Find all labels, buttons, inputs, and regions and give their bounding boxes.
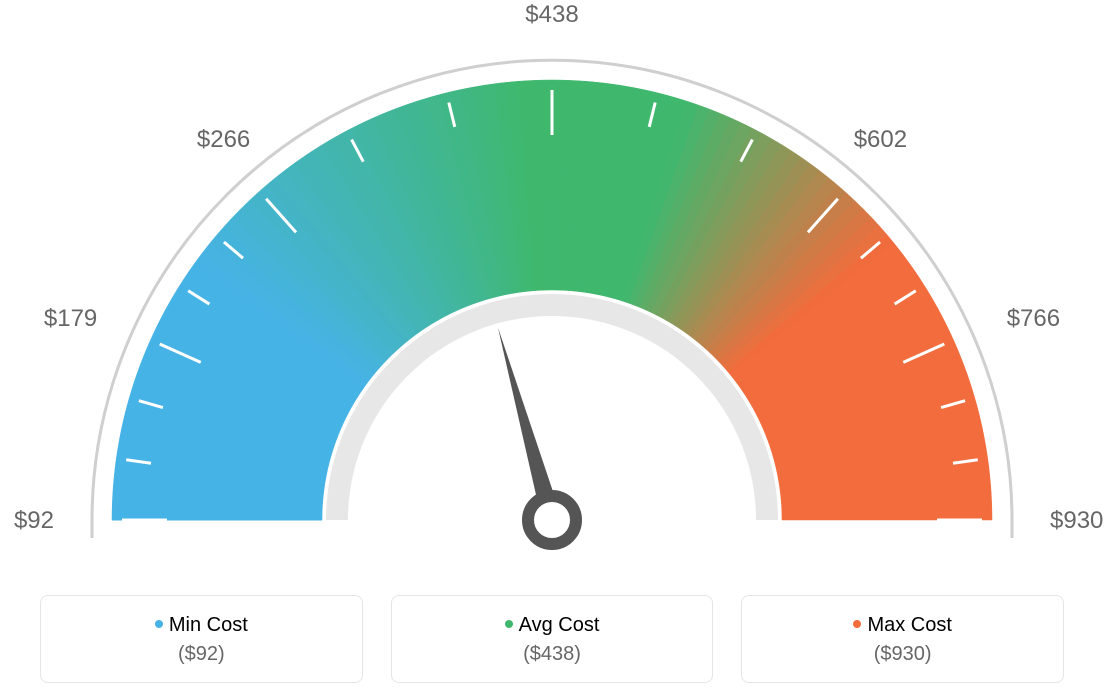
dot-icon (853, 620, 861, 628)
gauge-tick-label: $266 (197, 126, 250, 153)
gauge-tick-label: $179 (44, 305, 97, 332)
legend-label-avg: Avg Cost (519, 614, 600, 636)
legend-label-max: Max Cost (867, 614, 951, 636)
legend-value-max: ($930) (742, 643, 1063, 666)
legend-label-min: Min Cost (169, 614, 248, 636)
gauge-tick-label: $930 (1050, 507, 1103, 534)
legend-value-avg: ($438) (392, 643, 713, 666)
legend-row: Min Cost ($92) Avg Cost ($438) Max Cost … (40, 595, 1064, 683)
gauge-tick-label: $92 (14, 507, 54, 534)
dot-icon (505, 620, 513, 628)
gauge-chart-container: $92 $179 $266 $438 $602 $766 $930 Min Cost ($9… (0, 0, 1104, 690)
legend-title-avg: Avg Cost (392, 614, 713, 637)
legend-card-min: Min Cost ($92) (40, 595, 363, 683)
gauge-tick-label: $766 (1007, 305, 1060, 332)
legend-card-avg: Avg Cost ($438) (391, 595, 714, 683)
gauge-svg: $92 $179 $266 $438 $602 $766 $930 (0, 0, 1104, 580)
gauge-tick-label: $438 (525, 1, 578, 28)
gauge-needle-hub (528, 496, 576, 544)
legend-value-min: ($92) (41, 643, 362, 666)
gauge-tick-label: $602 (854, 126, 907, 153)
legend-title-max: Max Cost (742, 614, 1063, 637)
legend-card-max: Max Cost ($930) (741, 595, 1064, 683)
legend-title-min: Min Cost (41, 614, 362, 637)
dot-icon (155, 620, 163, 628)
